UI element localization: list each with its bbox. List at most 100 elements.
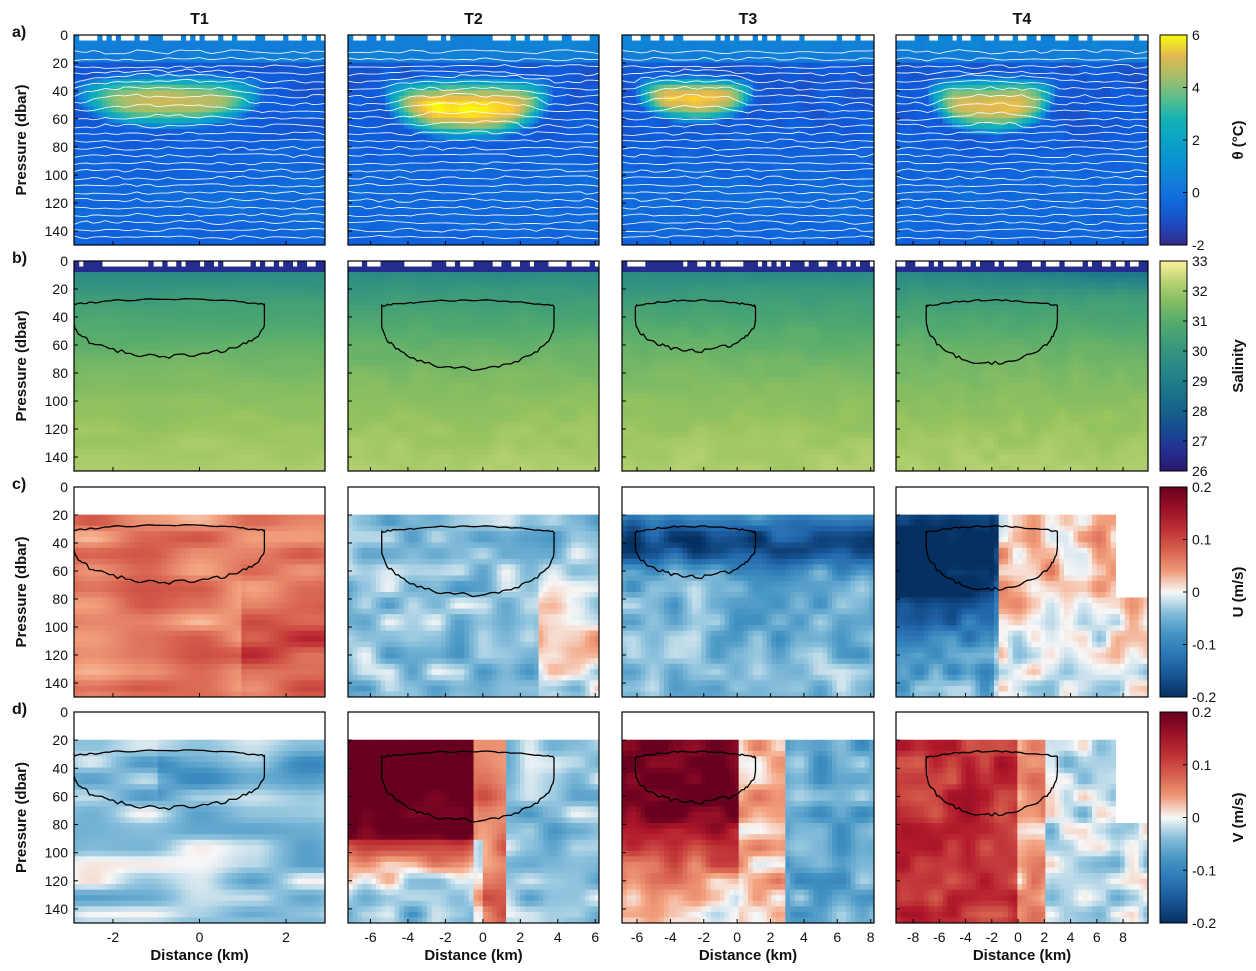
heatmap-cell xyxy=(180,184,187,191)
heatmap-cell xyxy=(506,156,512,163)
heatmap-cell xyxy=(204,200,210,207)
heatmap-cell xyxy=(185,151,191,158)
heatmap-cell xyxy=(311,140,317,147)
heatmap-cell xyxy=(125,90,131,97)
heatmap-cell xyxy=(482,228,489,235)
heatmap-cell xyxy=(87,211,94,218)
heatmap-cell xyxy=(208,233,215,241)
heatmap-cell xyxy=(492,46,498,53)
heatmap-cell xyxy=(120,211,126,218)
heatmap-cell xyxy=(255,117,261,125)
heatmap-cell xyxy=(320,206,325,213)
heatmap-cell xyxy=(236,200,242,207)
heatmap-cell xyxy=(757,84,763,91)
heatmap-cell xyxy=(413,140,419,147)
heatmap-cell xyxy=(827,51,833,58)
heatmap-cell xyxy=(143,178,149,185)
heatmap-cell xyxy=(557,79,563,86)
heatmap-cell xyxy=(134,134,140,141)
heatmap-cell xyxy=(204,62,210,69)
heatmap-cell xyxy=(190,84,196,91)
heatmap-cell xyxy=(74,222,80,230)
heatmap-cell xyxy=(264,178,270,185)
heatmap-cell xyxy=(804,62,810,69)
heatmap-cell xyxy=(176,112,182,119)
heatmap-cell xyxy=(83,123,89,130)
heatmap-cell xyxy=(864,51,870,58)
heatmap-cell xyxy=(771,84,777,91)
heatmap-cell xyxy=(273,46,280,53)
heatmap-cell xyxy=(468,206,475,213)
heatmap-cell xyxy=(139,106,145,113)
heatmap-cell xyxy=(492,73,498,80)
heatmap-cell xyxy=(692,123,698,130)
heatmap-cell xyxy=(315,134,321,141)
heatmap-cell xyxy=(519,211,526,218)
heatmap-cell xyxy=(640,73,646,80)
heatmap-cell xyxy=(264,46,270,53)
heatmap-cell xyxy=(841,51,847,58)
heatmap-cell xyxy=(250,57,256,64)
heatmap-cell xyxy=(375,117,382,125)
heatmap-cell xyxy=(176,222,182,230)
heatmap-cell xyxy=(106,51,112,58)
heatmap-cell xyxy=(199,222,205,230)
heatmap-cell xyxy=(408,233,414,241)
heatmap-cell xyxy=(120,140,126,147)
heatmap-cell xyxy=(585,233,591,241)
heatmap-cell xyxy=(832,73,838,80)
heatmap-cell xyxy=(348,35,354,42)
heatmap-cell xyxy=(547,134,554,141)
heatmap-cell xyxy=(111,200,117,207)
heatmap-cell xyxy=(92,123,98,130)
heatmap-cell xyxy=(83,206,89,213)
heatmap-cell xyxy=(473,79,479,86)
heatmap-cell xyxy=(352,90,358,97)
heatmap-cell xyxy=(552,95,558,102)
heatmap-cell xyxy=(566,151,572,158)
heatmap-cell xyxy=(473,178,479,185)
heatmap-cell xyxy=(227,217,233,224)
heatmap-cell xyxy=(101,57,108,64)
heatmap-cell xyxy=(710,112,716,119)
heatmap-cell xyxy=(166,51,173,58)
heatmap-cell xyxy=(320,145,325,152)
heatmap-cell xyxy=(78,151,84,158)
heatmap-cell xyxy=(213,206,219,213)
heatmap-cell xyxy=(417,57,423,64)
heatmap-cell xyxy=(250,145,256,152)
heatmap-cell xyxy=(87,134,94,141)
heatmap-cell xyxy=(87,167,94,174)
heatmap-cell xyxy=(232,112,238,119)
heatmap-cell xyxy=(566,200,572,207)
heatmap-cell xyxy=(348,51,354,58)
heatmap-cell xyxy=(566,156,572,163)
heatmap-cell xyxy=(166,73,173,80)
heatmap-cell xyxy=(696,51,702,58)
heatmap-cell xyxy=(157,68,163,75)
heatmap-cell xyxy=(431,195,437,202)
heatmap-cell xyxy=(543,90,549,97)
heatmap-cell xyxy=(125,57,131,64)
heatmap-cell xyxy=(459,35,465,42)
heatmap-cell xyxy=(673,101,679,108)
heatmap-cell xyxy=(292,195,298,202)
heatmap-cell xyxy=(538,200,544,207)
heatmap-cell xyxy=(357,128,363,136)
isopycnal-line xyxy=(74,49,325,55)
heatmap-cell xyxy=(194,228,201,235)
heatmap-cell xyxy=(87,151,94,158)
heatmap-cell xyxy=(515,101,521,108)
heatmap-cell xyxy=(487,222,493,230)
heatmap-cell xyxy=(422,173,428,180)
heatmap-cell xyxy=(580,156,586,163)
heatmap-cell xyxy=(413,184,419,191)
heatmap-cell xyxy=(292,178,298,185)
heatmap-cell xyxy=(273,62,280,69)
heatmap-cell xyxy=(566,40,572,47)
heatmap-cell xyxy=(87,184,94,191)
heatmap-cell xyxy=(74,117,80,125)
heatmap-cell xyxy=(125,84,131,91)
heatmap-cell xyxy=(468,156,475,163)
heatmap-cell xyxy=(436,40,442,47)
